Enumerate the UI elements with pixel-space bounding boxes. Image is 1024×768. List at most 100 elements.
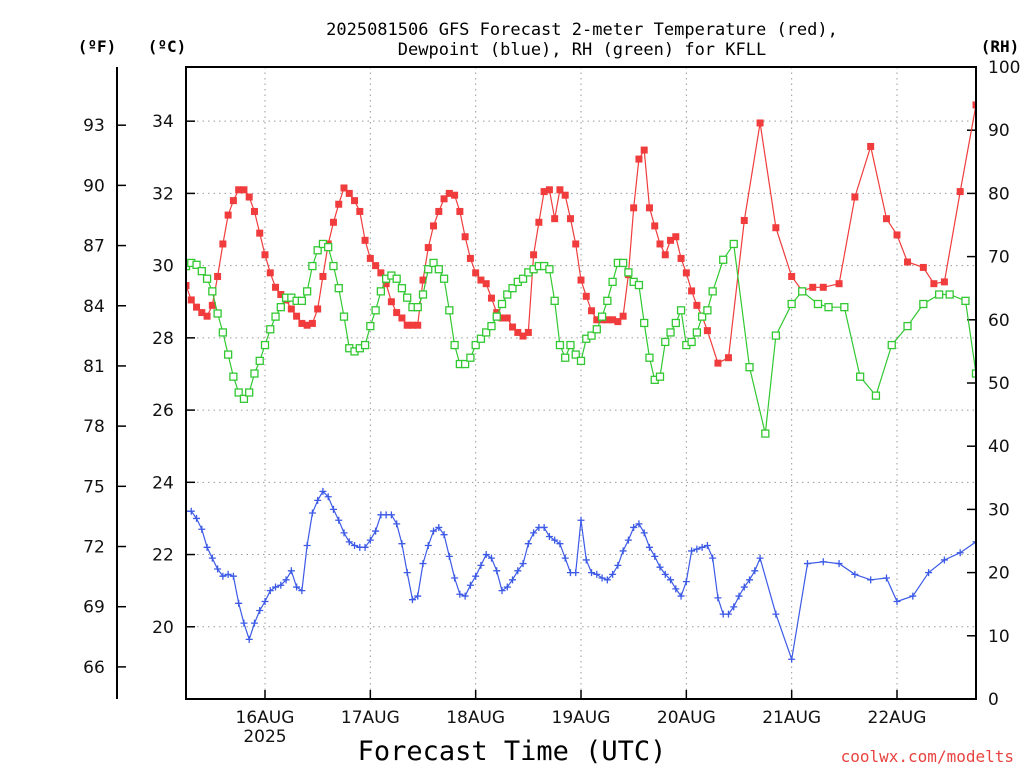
2-meter-temperature-point (919, 263, 927, 271)
dewpoint-point (198, 525, 206, 533)
2-meter-temperature-point (245, 193, 253, 201)
rh-tick-label: 90 (988, 121, 1010, 141)
dewpoint-point (445, 552, 453, 560)
rh-point (887, 340, 896, 350)
rh-point (719, 255, 728, 264)
dewpoint-point (582, 556, 590, 564)
rh-point (213, 309, 222, 318)
rh-point (919, 299, 928, 309)
x-tick-label: 20AUG (657, 708, 716, 728)
dewpoint-point (603, 576, 611, 584)
dewpoint-point (940, 556, 948, 564)
dewpoint-point (677, 592, 685, 600)
rh-point (339, 312, 349, 321)
chart-title-line-1: 2025081506 GFS Forecast 2-meter Temperat… (326, 20, 838, 40)
rh-point (813, 299, 823, 309)
rh-point (497, 299, 507, 309)
2-meter-temperature-point (451, 191, 459, 199)
dewpoint-point (882, 574, 890, 582)
dewpoint-point (751, 567, 759, 575)
dewpoint-point (214, 565, 222, 573)
dewpoint-line (186, 490, 976, 660)
2-meter-temperature-point (445, 189, 453, 197)
rh-point (697, 312, 707, 321)
2-meter-temperature-point (545, 186, 553, 194)
dewpoint-point (561, 554, 569, 562)
dewpoint-point (487, 554, 495, 562)
2-meter-temperature-point (314, 305, 322, 313)
rh-point (424, 265, 433, 274)
rh-point (439, 274, 449, 283)
dewpoint-point (208, 554, 216, 562)
fahrenheit-tick-label: 69 (83, 598, 105, 618)
2-meter-temperature-point (667, 236, 675, 244)
rh-point (397, 284, 407, 293)
rh-point (482, 328, 491, 337)
rh-point (503, 290, 512, 299)
2-meter-temperature-point (677, 254, 685, 262)
2-meter-temperature-point (456, 207, 464, 215)
rh-point (666, 328, 675, 337)
dewpoint-point (746, 576, 754, 584)
2-meter-temperature-point (193, 303, 201, 311)
rh-point (376, 287, 386, 296)
2-meter-temperature-point (435, 207, 443, 215)
2-meter-temperature-point (535, 218, 543, 226)
2-meter-temperature-point (661, 251, 669, 259)
dewpoint-point (972, 538, 976, 546)
dewpoint-point (403, 569, 411, 577)
2-meter-temperature-point (809, 283, 817, 291)
dewpoint-point (577, 516, 585, 524)
plot-area (186, 101, 976, 663)
2-meter-temperature-point (645, 204, 653, 212)
rh-point (487, 321, 496, 331)
rh-point (645, 353, 654, 362)
x-tick-label: 21AUG (762, 708, 821, 728)
celsius-tick-label: 34 (152, 112, 174, 132)
rh-point (308, 261, 317, 271)
2-meter-temperature-point (440, 195, 448, 203)
dewpoint-point (314, 496, 322, 504)
rh-point (476, 334, 486, 343)
fahrenheit-axis-unit: (ºF) (78, 37, 117, 56)
2-meter-temperature-point (509, 323, 517, 331)
rh-point (871, 391, 881, 400)
dewpoint-point (703, 542, 711, 550)
2-meter-temperature-point (414, 321, 422, 329)
dewpoint-point (466, 581, 474, 589)
celsius-tick-label: 26 (152, 401, 174, 421)
dewpoint-point (435, 523, 443, 531)
rh-tick-label: 80 (988, 184, 1010, 204)
dewpoint-point (698, 543, 706, 551)
dewpoint-point (430, 527, 438, 535)
rh-point (313, 246, 322, 255)
x-tick-label: 22AUG (868, 708, 927, 728)
2-meter-temperature-point (198, 309, 206, 317)
2-meter-temperature-point (287, 305, 295, 313)
2-meter-temperature-point (277, 291, 285, 299)
2-meter-temperature-point (266, 269, 274, 277)
2-meter-temperature-point (308, 319, 316, 327)
dewpoint-point (682, 578, 690, 586)
dewpoint-point (298, 587, 306, 595)
2-meter-temperature-point (424, 244, 432, 252)
2-meter-temperature-point (398, 314, 406, 322)
rh-point (634, 280, 644, 290)
rh-point (260, 340, 270, 350)
2-meter-temperature-point (693, 301, 701, 309)
rh-point (661, 337, 670, 347)
2-meter-temperature-point (519, 332, 527, 340)
credit-text: coolwx.com/modelts (841, 747, 1014, 766)
dewpoint-point (645, 543, 653, 551)
rh-point (608, 277, 617, 287)
2-meter-temperature-point (377, 269, 385, 277)
rh-tick-label: 60 (988, 311, 1010, 331)
rh-point (218, 328, 228, 337)
dewpoint-point (740, 583, 748, 591)
x-tick-sublabel: 2025 (243, 727, 286, 747)
dewpoint-series (186, 487, 976, 663)
dewpoint-point (303, 542, 311, 550)
2-meter-temperature-point (819, 283, 827, 291)
2-meter-temperature-point (566, 215, 574, 223)
2-meter-temperature-point (298, 319, 306, 327)
